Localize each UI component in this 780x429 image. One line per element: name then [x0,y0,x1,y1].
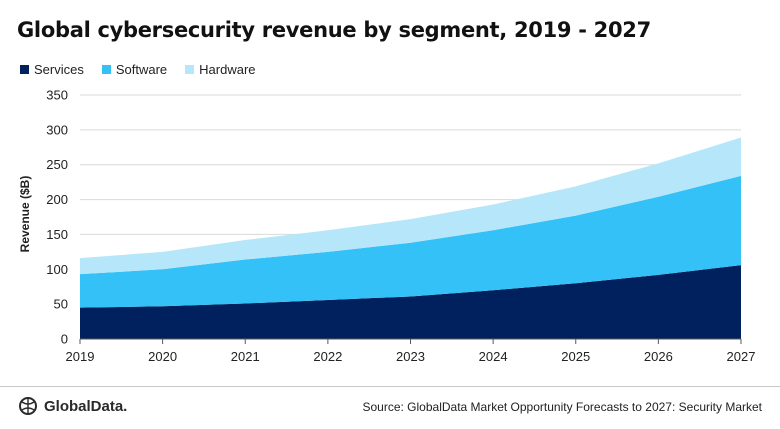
legend: Services Software Hardware [20,62,256,77]
area-hardware [80,137,741,275]
area-services [80,265,741,339]
x-tick-label-2021: 2021 [231,349,260,364]
globaldata-logo-icon [19,397,37,415]
legend-label-hardware: Hardware [199,62,256,77]
y-tick-label-300: 300 [46,122,68,137]
y-tick-label-50: 50 [54,297,68,312]
x-tick-label-2019: 2019 [66,349,95,364]
x-tick-label-2020: 2020 [148,349,177,364]
legend-label-software: Software [115,62,168,77]
x-tick-label-2022: 2022 [313,349,342,364]
chart-title: Global cybersecurity revenue by segment,… [17,18,651,42]
area-chart: 0 50 100 150 200 250 300 350 2019 2020 2021 2022 202… [18,88,755,365]
x-tick-label-2027: 2027 [727,349,756,364]
x-tick-label-2026: 2026 [644,349,673,364]
globaldata-logo: GlobalData. [18,396,127,416]
legend-swatch-services [20,65,29,74]
x-tick-label-2023: 2023 [396,349,425,364]
legend-item-hardware: Hardware [185,62,256,77]
x-tick-label-2025: 2025 [561,349,590,364]
area-software [80,175,741,308]
y-tick-label-150: 150 [46,227,68,242]
logo-text: GlobalData. [44,397,128,415]
legend-item-software: Software [101,62,168,77]
x-tick-label-2024: 2024 [479,349,508,364]
axes: 0 50 100 150 200 250 300 350 2019 2020 2021 2022 202… [46,88,755,365]
y-tick-label-250: 250 [46,157,68,172]
legend-swatch-hardware [185,65,195,74]
y-axis-label: Revenue ($B) [18,176,32,253]
y-tick-label-350: 350 [46,88,68,103]
y-tick-label-200: 200 [46,192,68,207]
footer-divider [0,386,780,387]
legend-swatch-software [101,65,111,74]
legend-item-services: Services [20,62,84,77]
area-series [80,137,741,339]
y-tick-label-0: 0 [61,332,68,347]
legend-label-services: Services [34,62,84,77]
source-note: Source: GlobalData Market Opportunity Fo… [362,400,762,414]
y-tick-label-100: 100 [46,262,68,277]
